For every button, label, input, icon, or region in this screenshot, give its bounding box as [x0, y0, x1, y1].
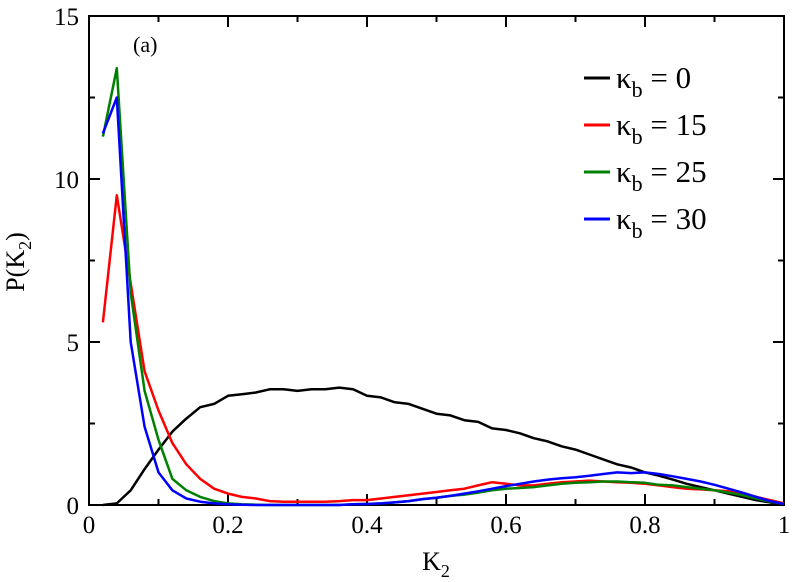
y-tick-label: 10	[54, 167, 79, 194]
y-tick-label: 5	[67, 330, 80, 357]
series-line-0	[102, 386, 785, 507]
panel-annotation: (a)	[133, 32, 157, 57]
legend-label: κb = 25	[616, 154, 707, 196]
x-tick-label: 0.2	[212, 512, 243, 539]
x-tick-label: 0	[83, 512, 96, 539]
y-tick-label: 0	[67, 493, 80, 520]
x-tick-label: 0.4	[351, 512, 383, 539]
legend-label: κb = 15	[616, 107, 707, 149]
x-tick-label: 1	[778, 512, 791, 539]
series-line-1	[101, 194, 785, 505]
series-line-3	[101, 96, 785, 507]
x-tick-label: 0.6	[490, 512, 521, 539]
legend-label: κb = 30	[616, 201, 707, 243]
x-tick-label: 0.8	[629, 512, 660, 539]
y-axis-label: P(K2)	[1, 232, 35, 292]
legend: κb = 0 κb = 15 κb = 25 κb = 30	[584, 60, 707, 243]
y-tick-label: 15	[54, 4, 79, 31]
legend-label: κb = 0	[616, 60, 691, 102]
series-group	[101, 66, 785, 507]
x-axis-label: K2	[422, 547, 450, 581]
